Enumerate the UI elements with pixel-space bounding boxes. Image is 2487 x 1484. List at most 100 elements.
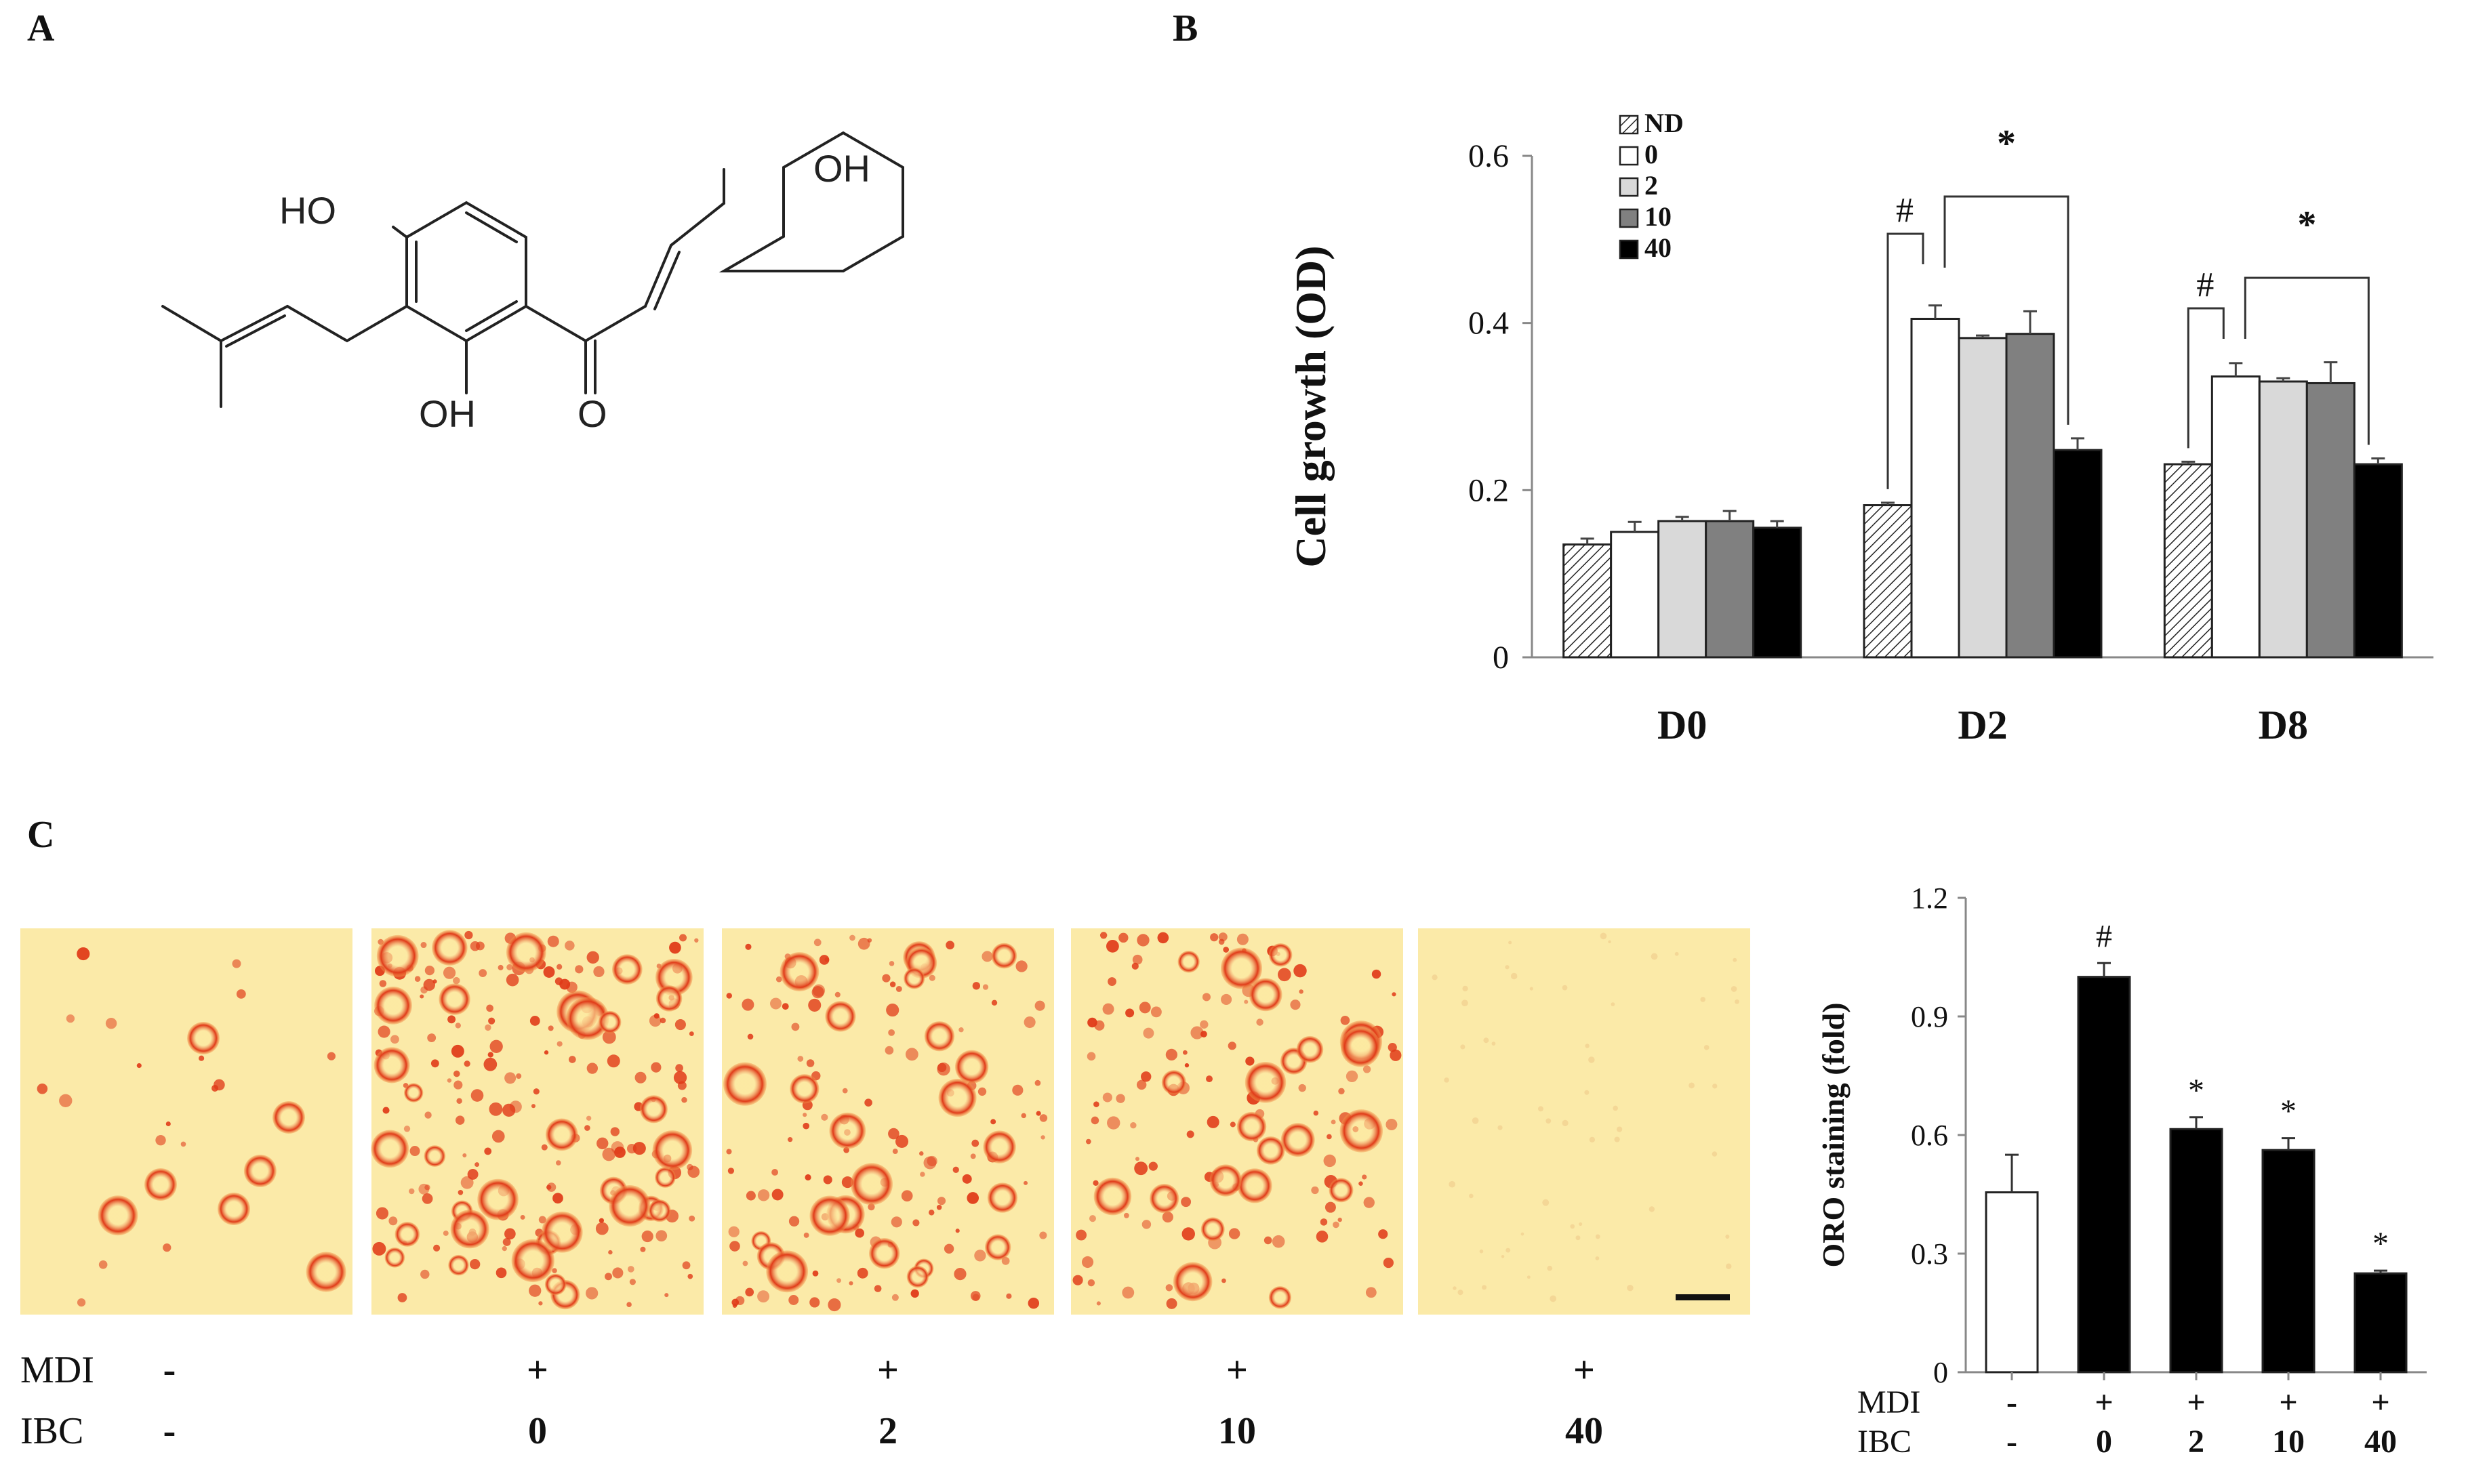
lipid-droplet <box>655 1230 668 1242</box>
lipid-droplet <box>414 976 421 982</box>
lipid-droplet <box>424 1111 432 1119</box>
lipid-droplet <box>502 1245 507 1252</box>
lipid-cell <box>243 1154 277 1187</box>
lipid-droplet <box>855 1228 864 1238</box>
lipid-droplet <box>836 1278 841 1283</box>
lipid-droplet <box>554 977 563 985</box>
lipid-droplet <box>447 1078 452 1083</box>
legend-swatch-nd <box>1619 115 1639 135</box>
lipid-droplet <box>809 1297 820 1308</box>
oro-bar-1 <box>1985 1191 2039 1374</box>
lipid-droplet <box>1371 969 1381 979</box>
lipid-droplet <box>610 1127 620 1136</box>
y-tick-label: 0 <box>1493 640 1509 676</box>
lipid-droplet <box>555 1160 561 1166</box>
lipid-droplet <box>689 1031 694 1036</box>
ring-left <box>405 201 527 343</box>
lipid-droplet <box>1338 1088 1345 1095</box>
legend-label-10: 10 <box>1644 201 1672 232</box>
lipid-droplet <box>888 1029 895 1036</box>
lipid-droplet <box>937 1063 947 1073</box>
lipid-droplet <box>886 1004 899 1017</box>
micrograph-background <box>1418 928 1750 1315</box>
lipid-droplet <box>1072 1275 1083 1285</box>
lipid-droplet <box>489 1039 503 1053</box>
lipid-droplet <box>1320 1218 1328 1226</box>
ho-ring-label: HO <box>279 189 336 232</box>
lipid-droplet <box>602 1147 616 1161</box>
lipid-droplet <box>327 1052 336 1060</box>
lipid-droplet <box>787 1137 793 1142</box>
lipid-droplet <box>1337 1217 1342 1222</box>
lipid-droplet <box>694 938 699 943</box>
lipid-cell <box>506 932 546 972</box>
lipid-cell <box>1236 1111 1267 1142</box>
lipid-droplet <box>849 934 855 941</box>
lipid-droplet <box>455 1115 465 1125</box>
lipid-cell <box>766 1250 809 1293</box>
lipid-droplet <box>390 1035 399 1044</box>
lipid-droplet <box>726 993 732 999</box>
y-tick-label: 0.9 <box>1911 1000 1948 1033</box>
lipid-droplet <box>687 1163 693 1171</box>
faint-speck <box>1616 1126 1623 1132</box>
lipid-cell <box>1329 1178 1354 1203</box>
faint-speck <box>1501 1255 1505 1258</box>
lipid-cell <box>1280 1123 1315 1157</box>
faint-speck <box>1545 1118 1552 1124</box>
lipid-droplet <box>165 1121 171 1127</box>
lipid-droplet <box>991 999 998 1006</box>
faint-speck <box>1547 1265 1553 1271</box>
significance-mark: # <box>2096 918 2112 954</box>
lipid-droplet <box>1091 1116 1099 1125</box>
lipid-cell <box>1237 1168 1272 1203</box>
faint-speck <box>1589 1136 1596 1142</box>
lipid-cell <box>906 1265 929 1288</box>
lipid-droplet <box>651 1062 662 1073</box>
lipid-droplet <box>806 1059 815 1067</box>
lipid-droplet <box>433 1244 441 1252</box>
micro-row-label-mdi: MDI <box>20 1349 94 1391</box>
significance-bracket <box>1886 232 1924 489</box>
micro-mdi-value: + <box>1226 1349 1248 1391</box>
lipid-droplet <box>675 1064 683 1072</box>
lipid-droplet <box>496 1267 507 1279</box>
lipid-droplet <box>971 1139 979 1147</box>
oro-bar-3 <box>2169 1128 2223 1374</box>
lipid-droplet <box>1001 1256 1010 1265</box>
lipid-droplet <box>409 1146 420 1157</box>
lipid-droplet <box>504 1072 517 1084</box>
lipid-droplet <box>474 1162 480 1167</box>
chemical-structure: OH HO OH O <box>161 131 904 435</box>
lipid-cell <box>809 1195 850 1236</box>
lipid-droplet <box>1135 1157 1139 1161</box>
lipid-droplet <box>1021 1113 1026 1119</box>
lipid-droplet <box>105 1017 117 1029</box>
faint-speck <box>1613 1105 1618 1111</box>
lipid-droplet <box>484 1147 492 1155</box>
lipid-cell <box>1256 1136 1285 1165</box>
faint-speck <box>1614 1136 1620 1142</box>
lipid-droplet <box>732 1303 737 1308</box>
oro-mdi-value: + <box>2095 1384 2113 1420</box>
lipid-droplet <box>729 1241 740 1252</box>
micro-ibc-value: - <box>163 1410 176 1452</box>
lipid-droplet <box>520 1214 525 1220</box>
lipid-droplet <box>923 1156 937 1170</box>
lipid-cell <box>850 1163 893 1205</box>
faint-speck <box>1432 974 1438 981</box>
lipid-droplet <box>557 1041 563 1047</box>
legend-label-0: 0 <box>1644 139 1658 169</box>
lipid-droplet <box>821 1113 828 1121</box>
lipid-droplet <box>970 1153 976 1159</box>
lipid-cell <box>954 1050 989 1084</box>
lipid-cell <box>938 1079 977 1117</box>
lipid-droplet <box>888 1128 899 1140</box>
faint-speck <box>1562 985 1568 991</box>
lipid-droplet <box>1118 932 1129 943</box>
faint-speck <box>1505 965 1510 970</box>
lipid-droplet <box>742 1260 748 1266</box>
faint-speck <box>1460 1044 1465 1050</box>
lipid-droplet <box>864 1098 872 1107</box>
lipid-cell <box>545 1118 578 1151</box>
